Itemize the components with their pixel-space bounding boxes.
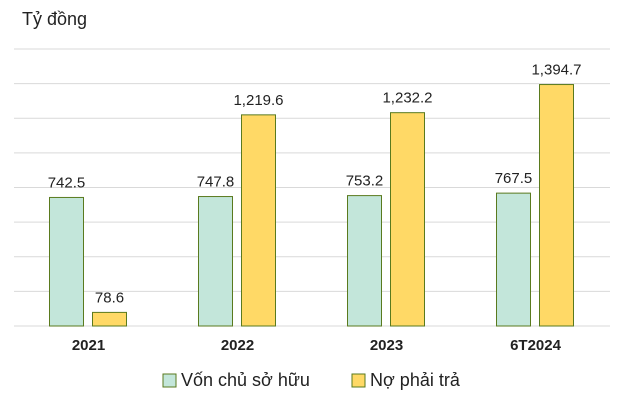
bar (241, 114, 276, 327)
value-label: 1,394.7 (531, 62, 581, 79)
value-label: 767.5 (495, 170, 533, 187)
bar (92, 311, 127, 327)
value-label: 747.8 (197, 174, 235, 191)
y-axis-label: Tỷ đồng (22, 9, 87, 29)
x-tick-label: 6T2024 (510, 337, 562, 354)
value-label: 78.6 (95, 289, 124, 306)
legend-swatch (162, 373, 177, 388)
bar (198, 196, 233, 327)
bar (496, 192, 531, 327)
value-label: 753.2 (346, 173, 384, 190)
x-tick-label: 2023 (370, 337, 403, 354)
bar (390, 112, 425, 327)
legend-label: Nợ phải trả (370, 370, 461, 390)
x-tick-label: 2021 (72, 337, 105, 354)
legend-swatch (351, 373, 366, 388)
value-label: 1,232.2 (382, 90, 432, 107)
bar (347, 195, 382, 327)
x-tick-label: 2022 (221, 337, 254, 354)
bar (539, 84, 574, 327)
bar (49, 196, 84, 327)
value-label: 742.5 (48, 174, 86, 191)
value-label: 1,219.6 (233, 92, 283, 109)
legend-label: Vốn chủ sở hữu (181, 370, 310, 390)
